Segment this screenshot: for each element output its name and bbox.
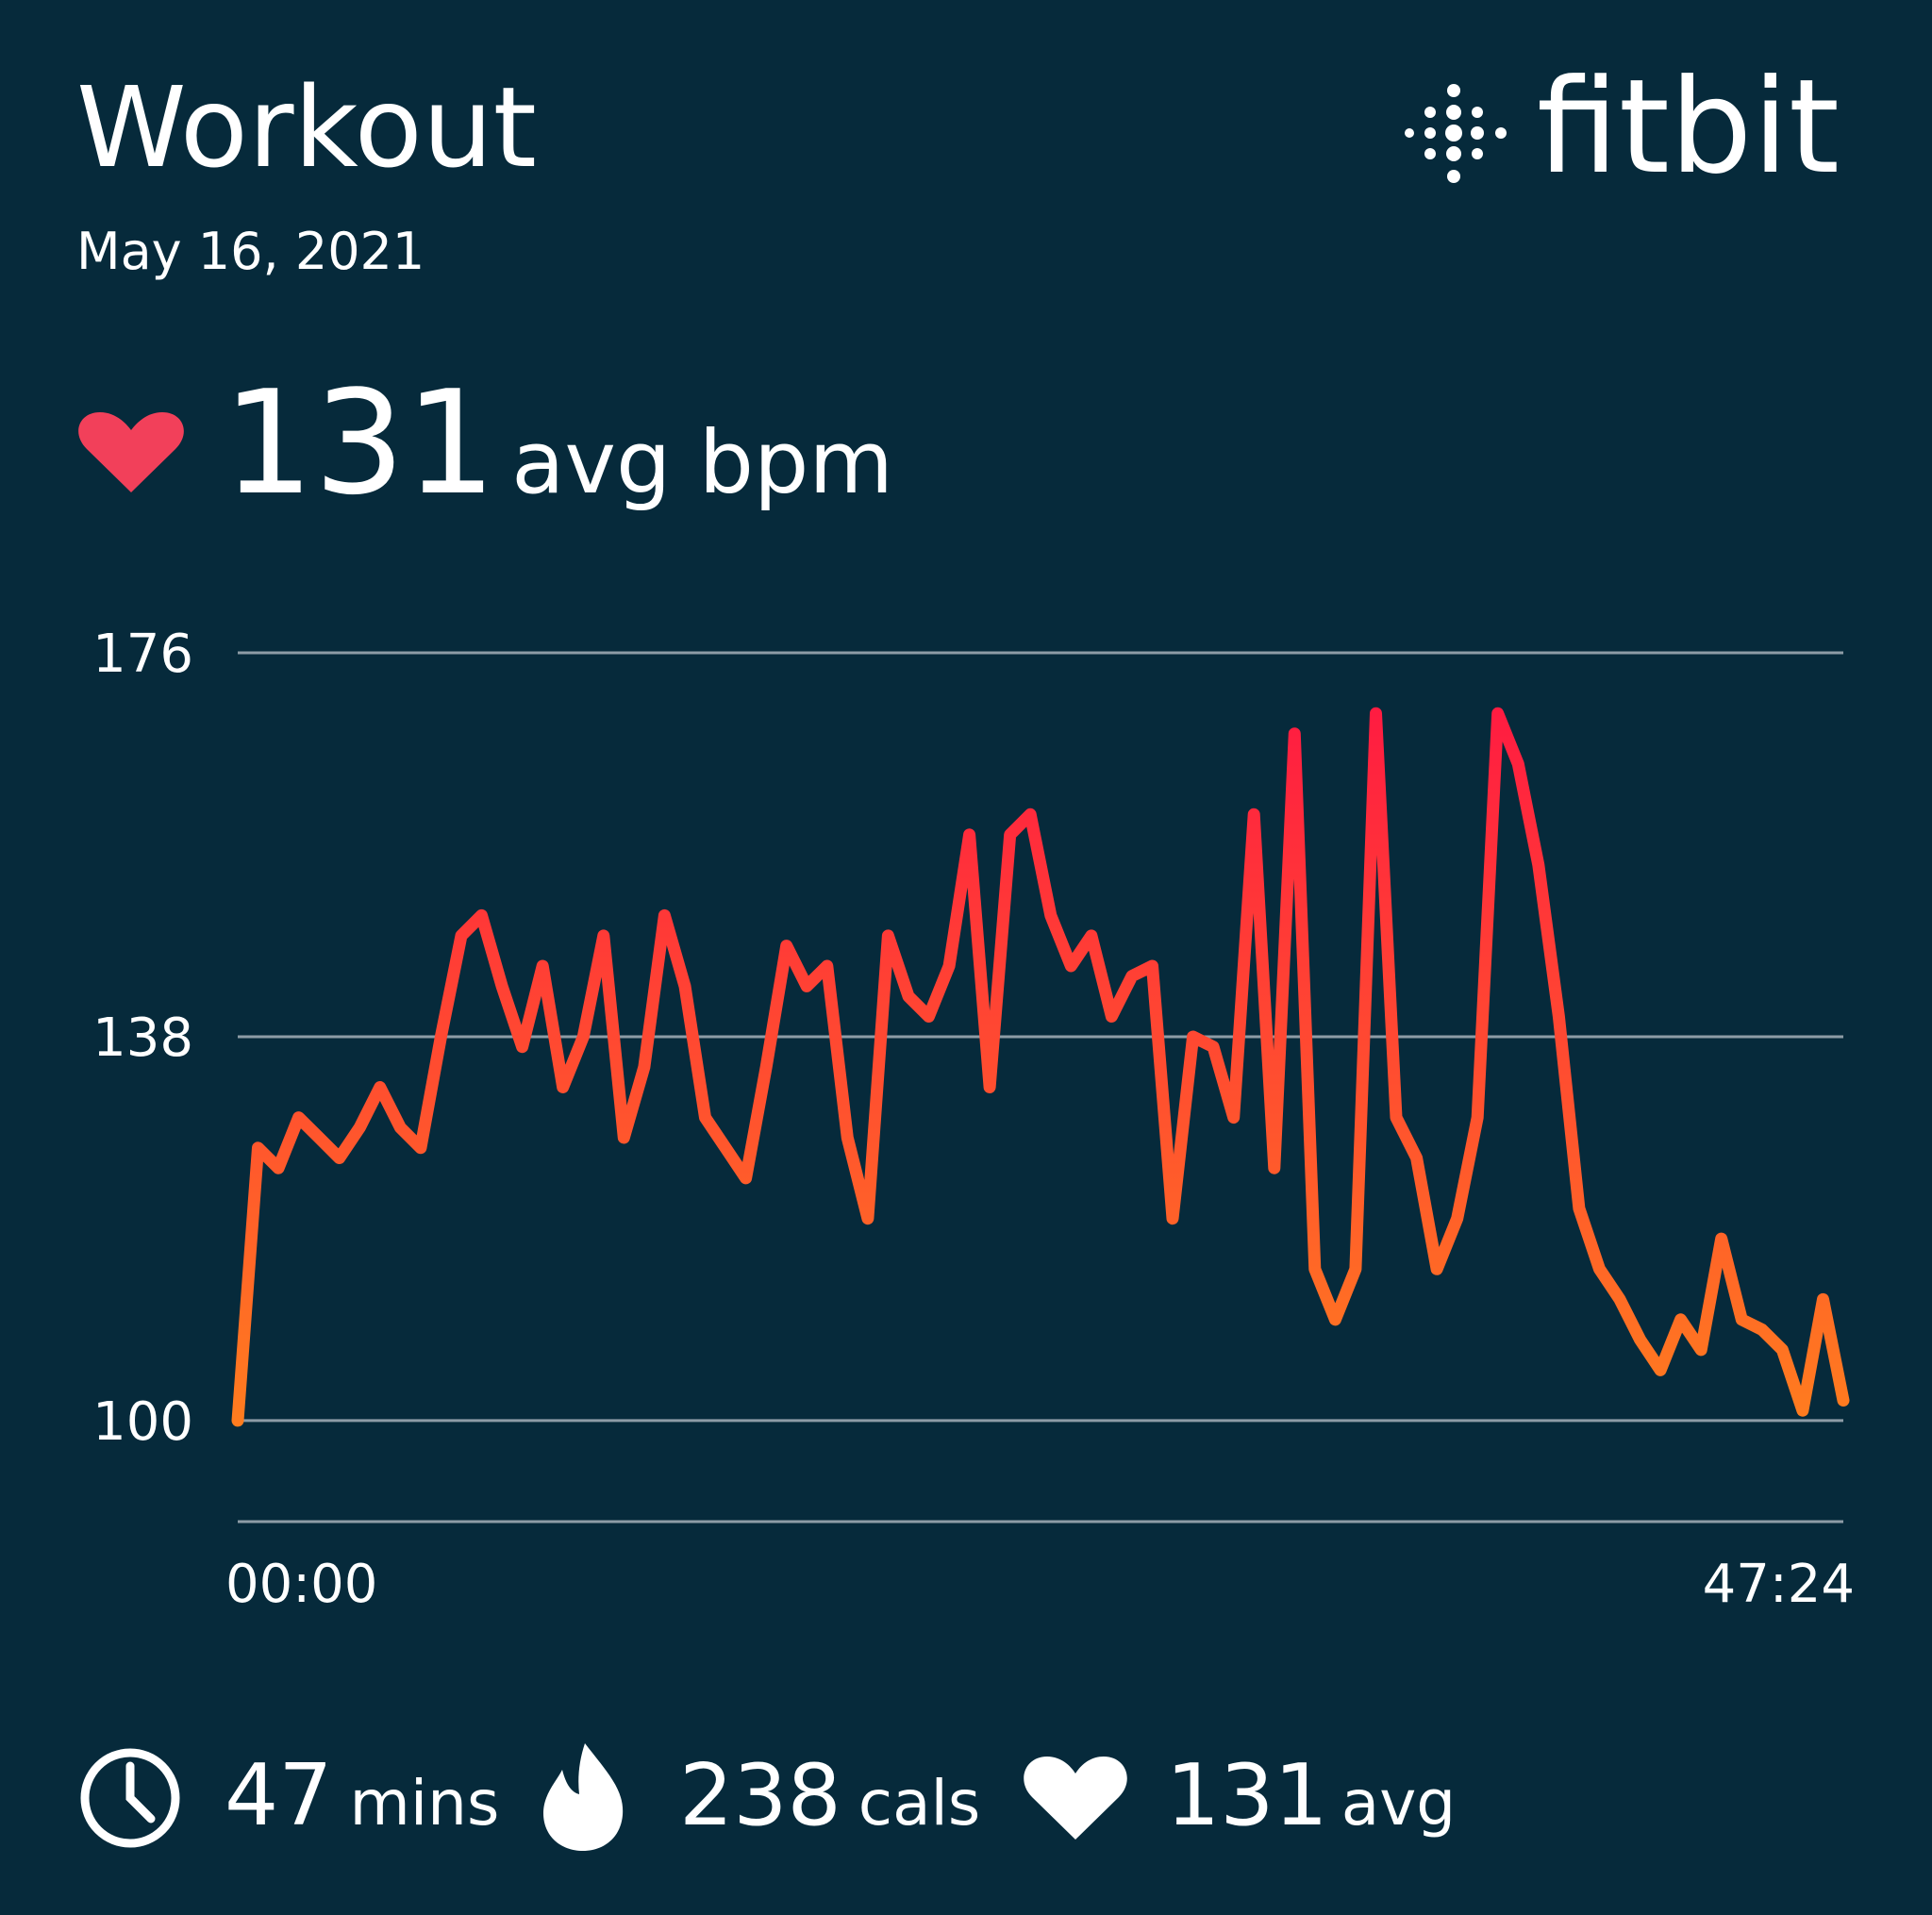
clock-icon <box>80 1748 180 1848</box>
stat-unit: avg <box>1341 1767 1456 1840</box>
heart-stat-icon <box>1024 1757 1127 1840</box>
brand-name: fitbit <box>1537 51 1840 203</box>
heart-rate-line <box>231 707 1850 1427</box>
stat-value: 131 <box>1166 1746 1328 1845</box>
date: May 16, 2021 <box>76 222 425 281</box>
flame-icon <box>543 1743 624 1851</box>
avg-value: 131 <box>223 359 496 526</box>
avg-unit: avg bpm <box>511 412 893 513</box>
stat-value: 47 <box>225 1746 333 1845</box>
stat-duration: 47 mins <box>225 1746 499 1845</box>
stat-unit: cals <box>858 1767 980 1840</box>
stat-value: 238 <box>679 1746 841 1845</box>
heart-rate-chart: 100 138 176 00:00 47:24 <box>92 624 1855 1615</box>
y-tick-label: 100 <box>92 1391 193 1453</box>
x-tick-label: 47:24 <box>1703 1554 1855 1615</box>
y-tick-label: 176 <box>92 624 193 685</box>
stat-calories: 238 cals <box>679 1746 980 1845</box>
y-tick-label: 138 <box>92 1007 193 1069</box>
stat-heart: 131 avg <box>1166 1746 1456 1845</box>
title: Workout <box>76 62 537 192</box>
avg-summary: 131 avg bpm <box>223 359 893 526</box>
x-tick-label: 00:00 <box>225 1554 377 1615</box>
brand-logo <box>1405 84 1507 183</box>
stat-unit: mins <box>350 1767 500 1840</box>
heart-icon <box>78 412 184 492</box>
